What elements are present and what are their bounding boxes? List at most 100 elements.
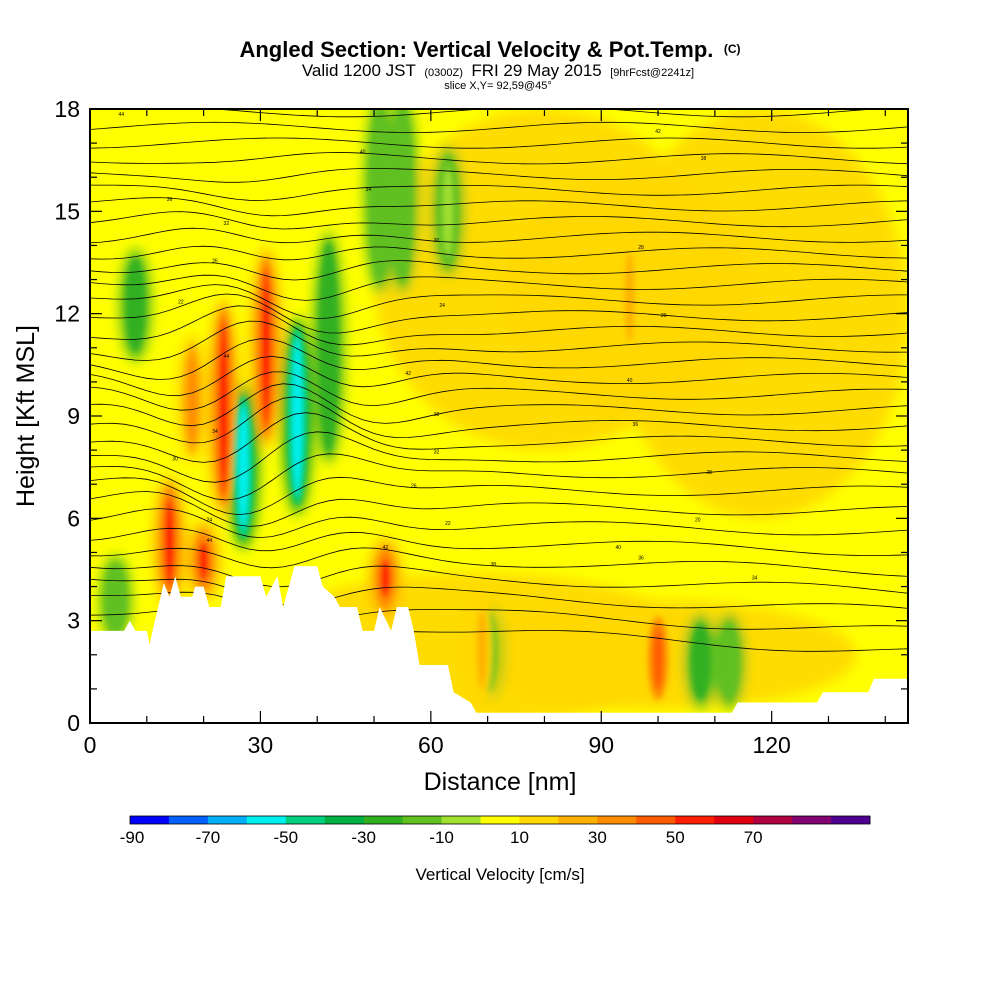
theta-contour-line [90, 476, 908, 516]
theta-contour-line [90, 565, 908, 594]
colorbar-swatch [207, 816, 248, 824]
colorbar-swatch [441, 816, 482, 824]
colorbar-swatch [597, 816, 637, 824]
y-tick-label: 18 [54, 96, 80, 122]
colorbar [129, 815, 871, 825]
valid-utc: (0300Z) [424, 67, 463, 79]
theta-contour-labels: 44 42 40 38 36 34 32 30 28 26 24 22 20 44 42 40 38 36 34 32… [118, 112, 757, 582]
theta-contour-label: 40 [627, 378, 633, 384]
theta-contour-label: 44 [224, 354, 230, 360]
y-tick-label: 9 [67, 403, 80, 429]
theta-contour-label: 26 [212, 259, 218, 265]
theta-contour-line [90, 383, 908, 427]
theta-contour-line [90, 508, 908, 539]
theta-contour-line [90, 293, 908, 334]
colorbar-swatch [363, 816, 404, 824]
updraft-core [653, 626, 664, 690]
theta-contour-label: 28 [706, 470, 712, 476]
updraft-core [164, 497, 175, 588]
y-tick-label: 15 [54, 198, 80, 224]
theta-contour-label: 42 [383, 545, 389, 551]
theta-contour-label: 24 [207, 518, 213, 524]
updraft-core [380, 558, 391, 598]
downdraft-core [695, 633, 706, 690]
theta-contour-label: 38 [434, 412, 440, 418]
theta-contour-line [90, 168, 908, 183]
theta-contour-line [90, 197, 908, 217]
theta-contour-line [90, 355, 908, 397]
downdraft-core [238, 404, 249, 530]
theta-contour-label: 36 [167, 197, 173, 203]
theta-contour-line [90, 305, 908, 346]
valid-prefix: Valid 1200 JST [302, 61, 416, 80]
updraft-core [187, 353, 198, 445]
theta-contour-label: 36 [638, 555, 644, 561]
colorbar-swatch [558, 816, 598, 824]
colorbar-swatch [519, 816, 559, 824]
theta-contour-line [90, 152, 908, 165]
theta-contour-label: 38 [491, 562, 497, 568]
colorbar-swatch [324, 816, 365, 824]
theta-contour-label: 42 [405, 371, 411, 377]
colorbar-swatch [130, 816, 170, 824]
downdraft-core [130, 268, 141, 342]
chart-title-block: Angled Section: Vertical Velocity & Pot.… [239, 37, 740, 92]
theta-contour-line [90, 274, 908, 301]
colorbar-swatch [246, 816, 287, 824]
theta-contour-label: 26 [411, 484, 417, 490]
theta-contour-line [90, 211, 908, 230]
colorbar-tick-label: -30 [351, 828, 376, 847]
theta-contour-line [90, 227, 908, 244]
x-tick-label: 0 [84, 732, 97, 758]
colorbar-tick-label: 30 [588, 828, 607, 847]
theta-contour-label: 42 [655, 129, 661, 135]
colorbar-label: Vertical Velocity [cm/s] [415, 865, 584, 884]
theta-contour-line [90, 320, 908, 361]
updraft-core [624, 251, 635, 342]
terrain-mask [90, 566, 908, 723]
y-axis-label: Height [Kft MSL] [12, 325, 40, 507]
theta-contour-line [90, 245, 908, 261]
theta-contour-line [90, 91, 908, 101]
theta-contour-line [90, 121, 908, 133]
colorbar-tick-label: -70 [196, 828, 221, 847]
weak-updraft-region [612, 109, 908, 519]
chart-title-suffix: (C) [724, 42, 741, 56]
x-tick-label: 60 [418, 732, 444, 758]
theta-contour-line [90, 137, 908, 149]
updraft-core [476, 609, 487, 690]
downdraft-core [292, 336, 303, 496]
velocity-field-core [105, 109, 740, 700]
downdraft-core [442, 166, 453, 257]
x-axis-label: Distance [nm] [424, 768, 577, 796]
theta-contour-label: 22 [178, 299, 184, 305]
theta-contour-label: 34 [752, 576, 758, 582]
theta-contour-line [90, 260, 908, 281]
colorbar-swatch [792, 816, 832, 824]
theta-contour-label: 30 [434, 238, 440, 244]
theta-contour-line [90, 527, 908, 557]
x-tick-label: 90 [588, 732, 614, 758]
chart-title: Angled Section: Vertical Velocity & Pot.… [239, 37, 740, 62]
theta-contour-label: 34 [366, 187, 372, 193]
theta-contour-line [90, 547, 908, 577]
colorbar-frame [129, 815, 871, 825]
chart-title-main: Angled Section: Vertical Velocity & Pot.… [239, 37, 713, 62]
y-tick-label: 12 [54, 301, 80, 327]
theta-contour-label: 28 [638, 245, 644, 251]
y-tick-label: 3 [67, 608, 80, 634]
downdraft-core [374, 114, 385, 274]
valid-date: FRI 29 May 2015 [471, 61, 601, 80]
theta-contour-line [90, 184, 908, 201]
theta-contour-label: 32 [224, 221, 230, 227]
theta-contour-line [90, 371, 908, 411]
colorbar-tick-label: -90 [120, 828, 145, 847]
theta-contour-line [90, 412, 908, 463]
theta-contour-line [90, 338, 908, 380]
theta-contour-line [90, 396, 908, 444]
colorbar-swatch [285, 816, 326, 824]
downdraft-core [110, 575, 121, 622]
colorbar-tick-label: 70 [744, 828, 763, 847]
